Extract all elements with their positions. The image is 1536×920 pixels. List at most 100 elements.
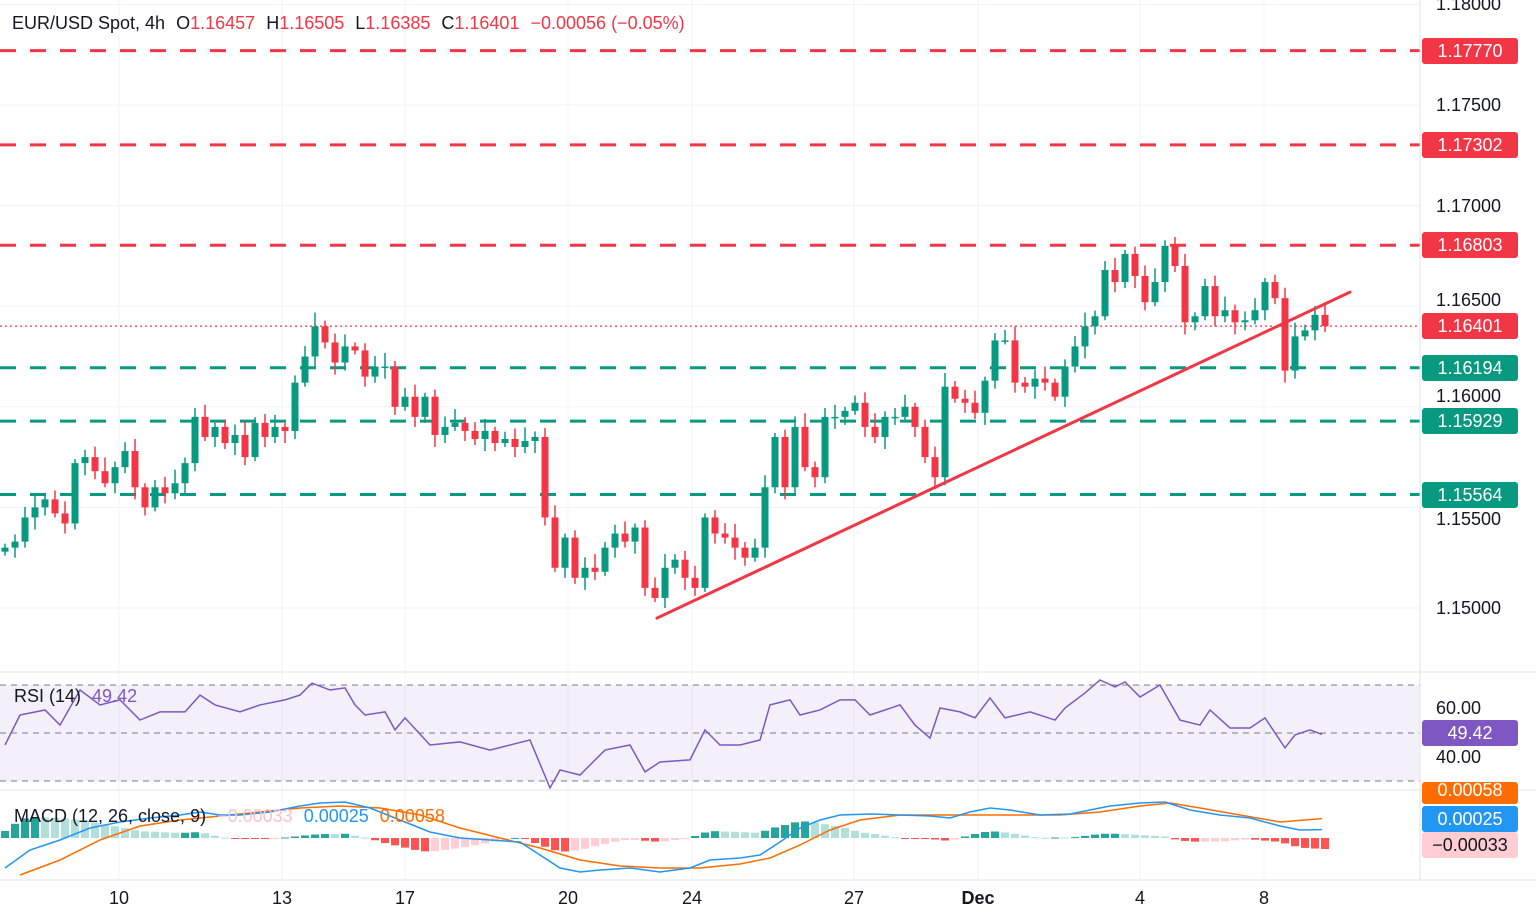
macd-histogram-bar: [731, 831, 739, 838]
rsi-value: 49.42: [92, 686, 138, 706]
candle-bullish: [1101, 269, 1109, 317]
macd-histogram-bar: [1261, 838, 1269, 841]
candle-bearish: [1141, 276, 1149, 303]
candle-bearish: [331, 342, 339, 363]
candle-bullish: [751, 547, 759, 558]
macd-histogram-bar: [251, 838, 259, 839]
macd-histogram-bar: [1311, 838, 1319, 849]
candle-bullish: [581, 567, 589, 578]
candle-bullish: [771, 436, 779, 488]
candle-bearish: [1021, 382, 1029, 387]
price-tick: 1.18000: [1436, 0, 1502, 15]
candle-bearish: [571, 537, 579, 578]
candle-bearish: [951, 386, 959, 399]
candle-bullish: [231, 434, 239, 444]
histogram-value-tag: −0.00033: [1422, 832, 1518, 858]
macd-histogram-bar: [1241, 838, 1249, 840]
candle-bullish: [561, 537, 569, 568]
macd-histogram-bar: [1111, 833, 1119, 838]
macd-histogram-bar: [61, 818, 69, 838]
macd-histogram-bar: [701, 832, 709, 838]
rsi-pane: [0, 679, 1420, 790]
macd-histogram-bar: [261, 838, 269, 839]
candle-bullish: [191, 416, 199, 464]
price-change: −0.00056 (−0.05%): [530, 13, 685, 33]
candle-bullish: [821, 416, 829, 478]
candle-bearish: [731, 537, 739, 548]
rsi-line: [4, 679, 1323, 790]
macd-histogram-bar: [1301, 838, 1309, 848]
candle-bearish: [801, 426, 809, 468]
macd-histogram-bar: [1201, 838, 1209, 842]
candle-bullish: [981, 380, 989, 413]
macd-histogram-bar: [1001, 832, 1009, 838]
rsi-legend[interactable]: RSI (14) 49.42: [14, 686, 143, 707]
macd-histogram-bar: [391, 838, 399, 846]
candle-bearish: [621, 533, 629, 542]
candle-bearish: [511, 438, 519, 448]
macd-histogram-bar: [991, 831, 999, 838]
macd-histogram-bar: [561, 838, 569, 852]
symbol-legend[interactable]: EUR/USD Spot, 4h O1.16457 H1.16505 L1.16…: [12, 13, 691, 34]
candle-bullish: [1, 547, 9, 552]
macd-value-tag: 0.00025: [1422, 806, 1518, 832]
rsi-tick: 40.00: [1436, 747, 1482, 767]
candle-bullish: [41, 499, 49, 508]
candle-bearish: [711, 517, 719, 534]
macd-histogram-bar: [961, 836, 969, 838]
macd-histogram-bar: [1321, 838, 1329, 849]
macd-histogram-bar: [861, 832, 869, 838]
candle-bearish: [61, 513, 69, 524]
candle-bullish: [1001, 340, 1009, 342]
macd-histogram-bar: [231, 838, 239, 839]
macd-histogram-bar: [141, 831, 149, 838]
candle-bearish: [101, 471, 109, 484]
macd-histogram-bar: [1291, 838, 1299, 847]
macd-histogram-bar: [281, 837, 289, 839]
candle-bearish: [971, 402, 979, 413]
macd-histogram-bar: [1131, 834, 1139, 838]
macd-histogram-bar: [241, 838, 249, 839]
macd-histogram-value: −0.00033: [217, 806, 293, 826]
macd-histogram-bar: [71, 819, 79, 838]
macd-histogram-bar: [571, 838, 579, 851]
candle-bearish: [321, 326, 329, 343]
candle-bullish: [481, 430, 489, 439]
macd-histogram-bar: [511, 837, 519, 839]
candle-bullish: [1071, 346, 1079, 367]
candle-bullish: [761, 487, 769, 548]
candle-bearish: [51, 499, 59, 514]
macd-histogram-bar: [1081, 835, 1089, 838]
candle-bearish: [961, 398, 969, 403]
price-tick: 1.15000: [1436, 598, 1502, 618]
trendline[interactable]: [655, 290, 1352, 620]
time-tick: 13: [271, 888, 293, 908]
macd-histogram-bar: [611, 838, 619, 842]
candle-bullish: [1221, 310, 1229, 317]
candle-bearish: [1171, 245, 1179, 266]
candle-bearish: [161, 487, 169, 494]
candle-bearish: [641, 527, 649, 588]
macd-histogram-bar: [1221, 838, 1229, 842]
macd-histogram-bar: [591, 838, 599, 847]
macd-histogram-bar: [581, 838, 589, 849]
macd-histogram-bar: [431, 838, 439, 852]
candle-bearish: [1041, 378, 1049, 383]
macd-histogram-bar: [721, 831, 729, 838]
macd-histogram-bar: [411, 838, 419, 850]
macd-histogram-bar: [1211, 838, 1219, 842]
macd-histogram-bar: [271, 838, 279, 839]
macd-histogram-bar: [21, 818, 29, 838]
candle-bearish: [471, 430, 479, 439]
candle-bullish: [841, 410, 849, 417]
candle-bearish: [871, 426, 879, 437]
candle-bearish: [461, 422, 469, 431]
candle-bullish: [421, 396, 429, 417]
macd-legend[interactable]: MACD (12, 26, close, 9) −0.00033 0.00025…: [14, 806, 451, 827]
macd-histogram-bar: [151, 831, 159, 838]
macd-histogram-bar: [1251, 838, 1259, 840]
candle-bearish: [681, 559, 689, 578]
macd-histogram-bar: [541, 838, 549, 847]
time-tick: 20: [557, 888, 579, 908]
